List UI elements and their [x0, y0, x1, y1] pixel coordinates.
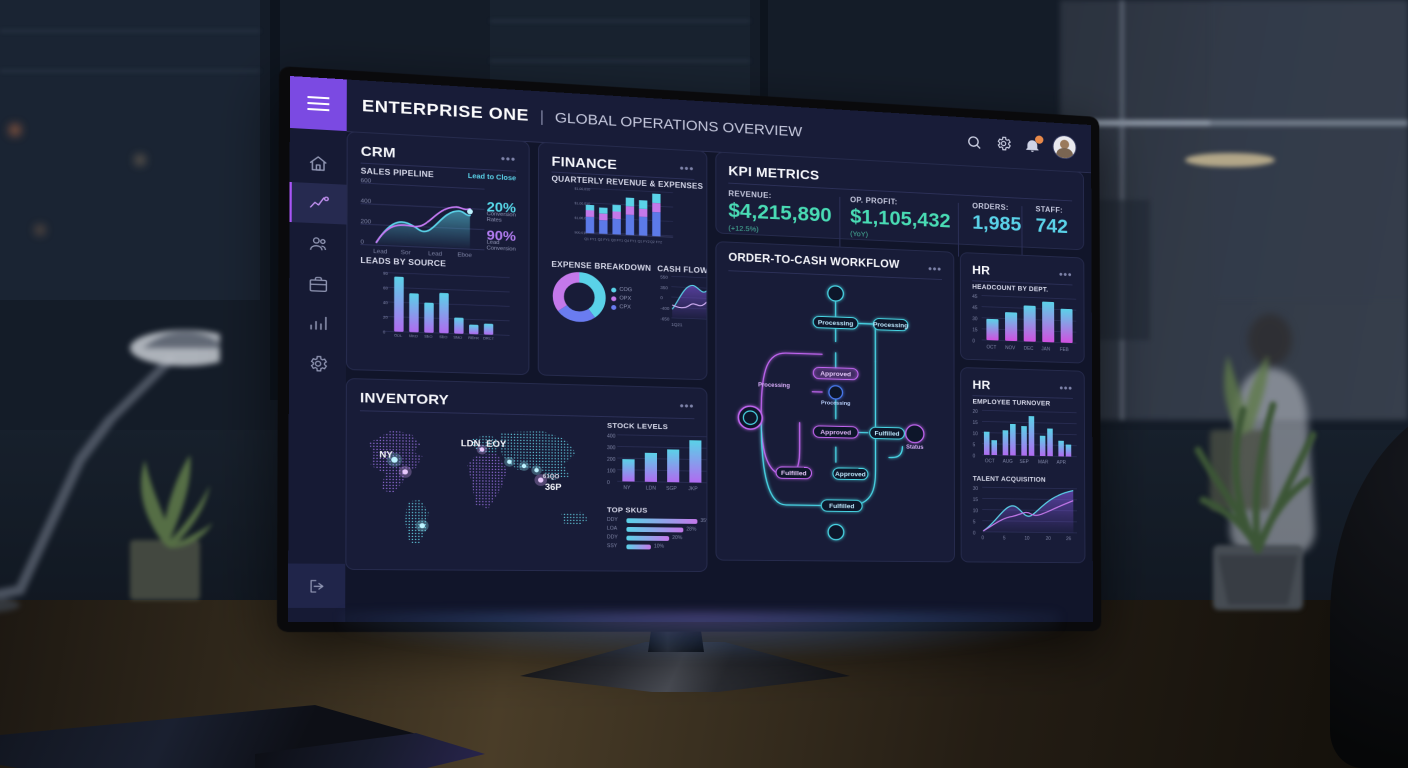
- svg-text:$1,00,010: $1,00,010: [574, 187, 590, 191]
- svg-text:-400: -400: [661, 306, 670, 312]
- svg-text:400: 400: [607, 434, 616, 440]
- svg-text:SEO: SEO: [424, 334, 432, 339]
- svg-text:60: 60: [383, 286, 388, 291]
- svg-text:20: 20: [973, 409, 978, 414]
- svg-text:10: 10: [973, 432, 978, 437]
- svg-text:26: 26: [1066, 537, 1071, 542]
- svg-text:Q1 FY2: Q1 FY2: [638, 240, 650, 244]
- svg-text:10: 10: [1024, 536, 1029, 541]
- svg-text:Fulfilled: Fulfilled: [781, 469, 807, 477]
- svg-text:600: 600: [361, 177, 372, 184]
- svg-text:45: 45: [972, 306, 977, 311]
- svg-text:EOY: EOY: [486, 439, 507, 450]
- svg-text:Approved: Approved: [820, 428, 851, 437]
- svg-text:0: 0: [607, 480, 610, 485]
- svg-text:15: 15: [973, 420, 978, 425]
- svg-text:REFR: REFR: [468, 335, 479, 340]
- svg-text:MAR: MAR: [1038, 460, 1048, 465]
- svg-text:200: 200: [360, 218, 371, 225]
- svg-text:DEC: DEC: [1024, 346, 1034, 351]
- svg-text:90: 90: [383, 271, 388, 276]
- svg-text:Q2 FY1: Q2 FY1: [598, 238, 610, 242]
- svg-text:Processing: Processing: [821, 401, 851, 407]
- svg-text:Lead: Lead: [373, 248, 388, 255]
- svg-text:45: 45: [972, 294, 977, 299]
- svg-text:Processing: Processing: [818, 318, 854, 327]
- svg-text:40: 40: [383, 300, 388, 305]
- svg-text:0: 0: [973, 531, 976, 536]
- svg-text:0: 0: [973, 454, 976, 459]
- svg-text:OCT: OCT: [986, 345, 997, 351]
- svg-text:LDN: LDN: [461, 439, 481, 450]
- svg-text:300: 300: [607, 445, 616, 451]
- svg-text:61QO: 61QO: [543, 474, 560, 481]
- svg-text:Lead: Lead: [428, 251, 442, 258]
- svg-text:NY: NY: [623, 486, 631, 492]
- svg-text:Q3 FY1: Q3 FY1: [611, 238, 623, 242]
- svg-text:0: 0: [981, 536, 984, 541]
- svg-text:Processing: Processing: [758, 382, 790, 389]
- svg-text:350: 350: [661, 285, 669, 291]
- svg-text:DRCT: DRCT: [483, 336, 494, 341]
- svg-text:15: 15: [972, 328, 977, 333]
- svg-text:Approved: Approved: [835, 470, 866, 478]
- svg-text:MKD: MKD: [409, 333, 418, 338]
- svg-text:5: 5: [973, 443, 976, 448]
- svg-text:10: 10: [973, 509, 978, 514]
- svg-text:ODL: ODL: [394, 333, 403, 338]
- svg-text:JAN: JAN: [1041, 347, 1050, 352]
- svg-text:100: 100: [607, 469, 616, 475]
- svg-text:LDN: LDN: [646, 486, 656, 492]
- svg-text:-650: -650: [661, 317, 670, 323]
- svg-text:30: 30: [972, 317, 977, 322]
- svg-text:AUG: AUG: [1003, 459, 1013, 464]
- svg-text:FEB: FEB: [1060, 347, 1069, 352]
- svg-text:Approved: Approved: [820, 369, 851, 378]
- svg-text:OCT: OCT: [985, 459, 996, 464]
- svg-text:NY: NY: [379, 450, 393, 460]
- svg-text:5: 5: [1003, 536, 1006, 541]
- svg-text:SGP: SGP: [666, 486, 677, 492]
- svg-text:Sor: Sor: [401, 249, 411, 256]
- svg-text:1Q21: 1Q21: [672, 322, 683, 328]
- svg-text:SEP: SEP: [1019, 459, 1029, 464]
- svg-text:Q2 FY2: Q2 FY2: [650, 240, 662, 244]
- svg-text:0: 0: [661, 296, 664, 301]
- svg-text:30: 30: [973, 486, 978, 491]
- svg-text:0: 0: [360, 239, 364, 246]
- svg-text:JKP: JKP: [688, 487, 698, 493]
- svg-text:Status: Status: [906, 444, 924, 450]
- svg-text:0: 0: [972, 339, 975, 344]
- svg-text:20: 20: [383, 315, 388, 320]
- svg-text:550: 550: [661, 275, 669, 281]
- svg-text:Q1 FY1: Q1 FY1: [584, 237, 596, 241]
- svg-text:Fulfilled: Fulfilled: [875, 429, 900, 437]
- svg-text:SMD: SMD: [453, 335, 462, 340]
- svg-text:Fulfilled: Fulfilled: [829, 502, 854, 510]
- svg-text:200: 200: [607, 457, 616, 463]
- svg-text:36P: 36P: [545, 483, 562, 493]
- svg-text:5: 5: [973, 520, 976, 525]
- svg-text:Eboe: Eboe: [457, 252, 472, 259]
- svg-text:0: 0: [383, 330, 386, 335]
- svg-text:Q4 FY1: Q4 FY1: [624, 239, 636, 243]
- svg-text:Processing: Processing: [873, 320, 908, 329]
- svg-text:SEO: SEO: [439, 334, 447, 339]
- svg-text:15: 15: [973, 498, 978, 503]
- svg-text:400: 400: [361, 198, 372, 205]
- svg-text:20: 20: [1046, 536, 1051, 541]
- svg-text:NOV: NOV: [1005, 346, 1015, 352]
- svg-text:900,010: 900,010: [574, 231, 587, 235]
- svg-text:APR: APR: [1057, 460, 1067, 465]
